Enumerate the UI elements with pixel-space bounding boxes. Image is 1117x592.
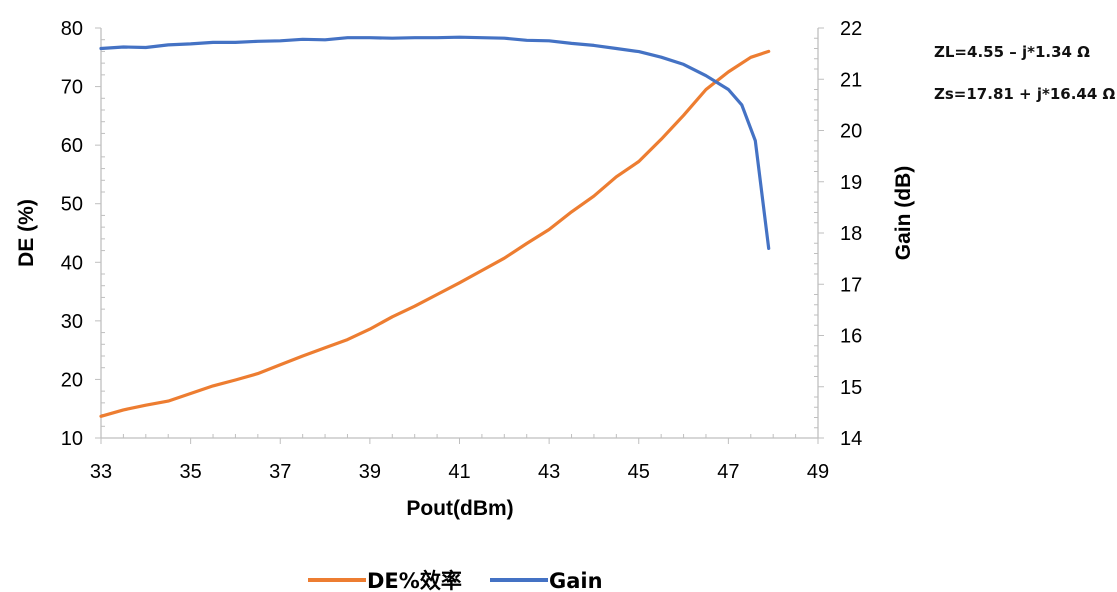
legend-label-gain: Gain xyxy=(549,569,603,592)
axes xyxy=(95,27,824,444)
y-right-tick-label: 20 xyxy=(840,121,862,143)
load-impedance-annotation: ZL=4.55 – j*1.34 Ω xyxy=(934,43,1090,61)
legend-label-de: DE%效率 xyxy=(367,569,462,592)
tick-labels: 10 20 30 40 50 60 70 80 14 15 16 17 18 19 20 21 22 33 35 37… xyxy=(61,18,863,483)
y-axis-title-left: DE (%) xyxy=(15,199,38,267)
x-tick-label: 43 xyxy=(538,461,560,483)
y-right-tick-label: 21 xyxy=(840,69,862,91)
source-impedance-annotation: Zs=17.81 + j*16.44 Ω xyxy=(934,85,1115,103)
y-left-tick-label: 50 xyxy=(61,194,83,216)
y-left-tick-label: 10 xyxy=(61,428,83,450)
y-right-tick-label: 15 xyxy=(840,377,862,399)
x-tick-label: 37 xyxy=(269,461,291,483)
y-right-tick-label: 18 xyxy=(840,223,862,245)
x-tick-label: 47 xyxy=(717,461,739,483)
y-left-tick-label: 20 xyxy=(61,369,83,391)
series-lines xyxy=(99,35,771,418)
y-right-tick-label: 17 xyxy=(840,274,862,296)
y-left-tick-label: 40 xyxy=(61,252,83,274)
y-right-tick-label: 16 xyxy=(840,326,862,348)
y-left-tick-label: 60 xyxy=(61,135,83,157)
x-tick-label: 39 xyxy=(359,461,381,483)
y-left-tick-label: 70 xyxy=(61,77,83,99)
x-tick-label: 41 xyxy=(448,461,470,483)
de-series-line xyxy=(99,49,771,418)
y-right-tick-label: 14 xyxy=(840,428,862,450)
gain-series-line xyxy=(99,35,771,250)
x-axis-title: Pout(dBm) xyxy=(406,497,513,520)
x-tick-label: 45 xyxy=(628,461,650,483)
legend: DE%效率 Gain xyxy=(308,569,603,592)
y-right-tick-label: 19 xyxy=(840,172,862,194)
y-left-tick-label: 80 xyxy=(61,18,83,40)
y-right-tick-label: 22 xyxy=(840,18,862,40)
y-axis-title-right: Gain (dB) xyxy=(892,166,915,261)
y-left-tick-label: 30 xyxy=(61,311,83,333)
x-tick-label: 49 xyxy=(807,461,829,483)
x-tick-label: 35 xyxy=(180,461,202,483)
x-tick-label: 33 xyxy=(90,461,112,483)
